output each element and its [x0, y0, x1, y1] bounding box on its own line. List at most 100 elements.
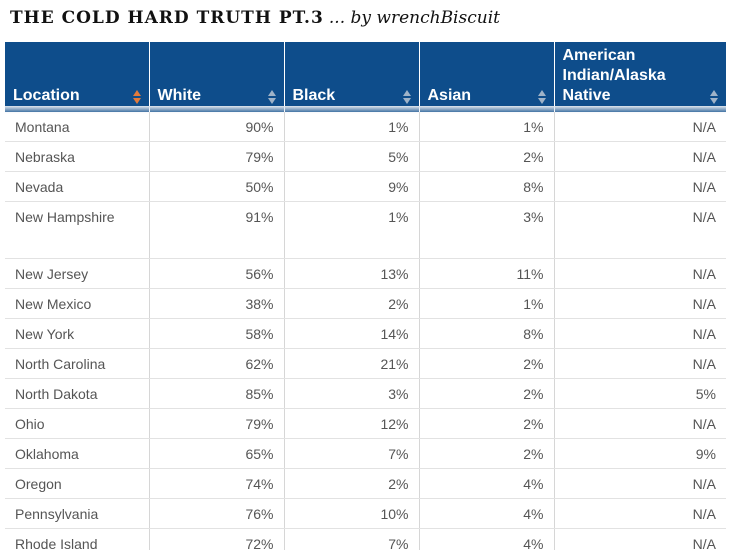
percent-cell: 56% — [149, 258, 285, 289]
data-table-container: Location White Black Asian American Indi… — [5, 42, 726, 550]
percent-cell: 62% — [149, 348, 285, 379]
percent-cell: 5% — [284, 141, 420, 172]
percent-cell: N/A — [554, 408, 726, 439]
percent-cell: 76% — [149, 498, 285, 529]
percent-cell: 2% — [419, 378, 555, 409]
table-row: Oklahoma 65% 7% 2% 9% — [5, 438, 726, 469]
title-main: THE COLD HARD TRUTH PT.3 — [10, 8, 324, 28]
percent-cell: 2% — [419, 348, 555, 379]
table-row: Ohio 79% 12% 2% N/A — [5, 408, 726, 439]
percent-cell: 90% — [149, 112, 285, 142]
percent-cell: N/A — [554, 171, 726, 202]
percent-cell: 2% — [419, 141, 555, 172]
column-header-black[interactable]: Black — [284, 42, 420, 112]
percent-cell: 11% — [419, 258, 555, 289]
percent-cell: 8% — [419, 171, 555, 202]
percent-cell: 1% — [284, 201, 420, 259]
table-row: New Jersey 56% 13% 11% N/A — [5, 258, 726, 289]
sort-active-icon[interactable] — [132, 90, 141, 104]
percent-cell: N/A — [554, 468, 726, 499]
percent-cell: 7% — [284, 528, 420, 550]
demographics-table: Location White Black Asian American Indi… — [5, 42, 726, 550]
percent-cell: 4% — [419, 528, 555, 550]
column-header-location[interactable]: Location — [5, 42, 150, 112]
location-cell: New York — [5, 318, 150, 349]
table-row: New York 58% 14% 8% N/A — [5, 318, 726, 349]
location-cell: Nevada — [5, 171, 150, 202]
table-row: Oregon 74% 2% 4% N/A — [5, 468, 726, 499]
table-row: Nebraska 79% 5% 2% N/A — [5, 141, 726, 172]
table-row: New Hampshire 91% 1% 3% N/A — [5, 201, 726, 259]
percent-cell: 2% — [419, 438, 555, 469]
percent-cell: 1% — [419, 288, 555, 319]
location-cell: Rhode Island — [5, 528, 150, 550]
percent-cell: 5% — [554, 378, 726, 409]
percent-cell: 1% — [419, 112, 555, 142]
column-header-label: White — [157, 87, 202, 104]
percent-cell: 38% — [149, 288, 285, 319]
percent-cell: 9% — [554, 438, 726, 469]
location-cell: Oregon — [5, 468, 150, 499]
column-header-asian[interactable]: Asian — [419, 42, 555, 112]
table-row: Rhode Island 72% 7% 4% N/A — [5, 528, 726, 550]
percent-cell: 4% — [419, 498, 555, 529]
percent-cell: 65% — [149, 438, 285, 469]
location-cell: Oklahoma — [5, 438, 150, 469]
percent-cell: N/A — [554, 318, 726, 349]
percent-cell: 12% — [284, 408, 420, 439]
location-cell: New Hampshire — [5, 201, 150, 259]
percent-cell: 7% — [284, 438, 420, 469]
percent-cell: 9% — [284, 171, 420, 202]
location-cell: Nebraska — [5, 141, 150, 172]
percent-cell: 85% — [149, 378, 285, 409]
sort-icon[interactable] — [402, 90, 411, 104]
title-byline: ... by wrenchBiscuit — [328, 8, 500, 28]
percent-cell: N/A — [554, 528, 726, 550]
percent-cell: N/A — [554, 141, 726, 172]
location-cell: North Dakota — [5, 378, 150, 409]
percent-cell: 10% — [284, 498, 420, 529]
percent-cell: 2% — [284, 468, 420, 499]
location-cell: New Mexico — [5, 288, 150, 319]
location-cell: New Jersey — [5, 258, 150, 289]
column-header-white[interactable]: White — [149, 42, 285, 112]
percent-cell: 50% — [149, 171, 285, 202]
percent-cell: 13% — [284, 258, 420, 289]
page-title: THE COLD HARD TRUTH PT.3 ... by wrenchBi… — [10, 8, 500, 38]
percent-cell: 2% — [284, 288, 420, 319]
table-row: Nevada 50% 9% 8% N/A — [5, 171, 726, 202]
column-header-label: Location — [13, 87, 80, 104]
sort-icon[interactable] — [537, 90, 546, 104]
table-row: Pennsylvania 76% 10% 4% N/A — [5, 498, 726, 529]
percent-cell: 1% — [284, 112, 420, 142]
sort-icon[interactable] — [267, 90, 276, 104]
column-header-label: American Indian/Alaska Native — [562, 47, 666, 104]
percent-cell: 79% — [149, 141, 285, 172]
percent-cell: 21% — [284, 348, 420, 379]
percent-cell: 58% — [149, 318, 285, 349]
percent-cell: 3% — [284, 378, 420, 409]
location-cell: North Carolina — [5, 348, 150, 379]
table-row: Montana 90% 1% 1% N/A — [5, 112, 726, 142]
sort-icon[interactable] — [710, 90, 718, 104]
location-cell: Pennsylvania — [5, 498, 150, 529]
percent-cell: 2% — [419, 408, 555, 439]
percent-cell: N/A — [554, 112, 726, 142]
location-cell: Montana — [5, 112, 150, 142]
percent-cell: N/A — [554, 498, 726, 529]
location-cell: Ohio — [5, 408, 150, 439]
percent-cell: 4% — [419, 468, 555, 499]
percent-cell: 72% — [149, 528, 285, 550]
column-header-label: Black — [292, 87, 336, 104]
table-row: New Mexico 38% 2% 1% N/A — [5, 288, 726, 319]
percent-cell: N/A — [554, 348, 726, 379]
percent-cell: 91% — [149, 201, 285, 259]
table-row: North Carolina 62% 21% 2% N/A — [5, 348, 726, 379]
percent-cell: N/A — [554, 288, 726, 319]
table-row: North Dakota 85% 3% 2% 5% — [5, 378, 726, 409]
percent-cell: N/A — [554, 201, 726, 259]
column-header-american-indian-alaska-native[interactable]: American Indian/Alaska Native — [554, 42, 726, 112]
table-header-row: Location White Black Asian American Indi… — [5, 42, 726, 112]
column-header-label: Asian — [427, 87, 472, 104]
percent-cell: N/A — [554, 258, 726, 289]
